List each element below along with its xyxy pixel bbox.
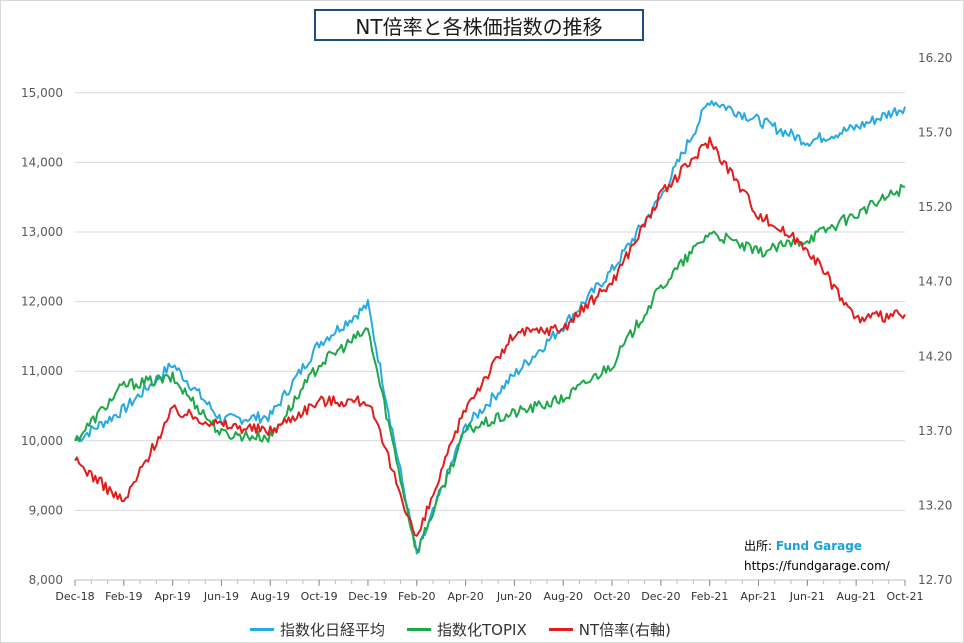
x-tick-label: Dec-20 [641,590,680,603]
y2-tick-label: 13.20 [918,498,952,512]
legend-swatch-nt [548,628,573,631]
x-tick-label: Oct-20 [594,590,631,603]
series-lines [74,100,906,555]
left-axis-ticks: 8,000 9,000 10,000 11,000 12,000 13,000 14,000… [21,86,63,587]
source-url: https://fundgarage.com/ [744,559,890,573]
y2-tick-label: 14.20 [918,349,952,363]
right-axis-ticks: 12.70 13.20 13.70 14.20 14.70 15.20 15.70 16.20 [918,51,952,587]
source-label: 出所: [744,539,776,553]
y2-tick-label: 13.70 [918,424,952,438]
legend-item-nt: NT倍率(右軸) [548,619,671,640]
y-tick-label: 9,000 [29,503,63,517]
x-tick-label: Apr-20 [447,590,483,603]
y-tick-label: 10,000 [21,434,63,448]
y-tick-label: 14,000 [21,155,63,169]
gridlines [75,92,905,581]
y-tick-label: 12,000 [21,295,63,309]
legend-swatch-nikkei [250,628,274,631]
x-tick-label: Jun-21 [789,590,825,603]
y2-tick-label: 16.20 [918,51,952,65]
nikkei-line [74,100,906,555]
y-tick-label: 8,000 [29,573,63,587]
x-tick-label: Apr-19 [154,590,190,603]
legend-label-topix: 指数化TOPIX [437,621,527,639]
source-brand: Fund Garage [775,539,863,553]
legend-item-nikkei: 指数化日経平均 [250,619,385,640]
y2-tick-label: 15.20 [918,200,952,214]
y-tick-label: 15,000 [21,86,63,100]
nt-ratio-line [74,136,906,537]
legend: 指数化日経平均 指数化TOPIX NT倍率(右軸) [250,619,671,640]
legend-swatch-topix [407,628,432,631]
x-tick-label: Aug-20 [544,590,583,603]
y2-tick-label: 14.70 [918,275,952,289]
x-tick-label: Aug-19 [251,590,290,603]
x-tick-label: Jun-20 [496,590,532,603]
y2-tick-label: 12.70 [918,573,952,587]
x-tick-label: Apr-21 [740,590,776,603]
y-tick-label: 11,000 [21,364,63,378]
topix-line [74,183,906,554]
y-tick-label: 13,000 [21,225,63,239]
x-axis-ticks: Dec-18 Feb-19 Apr-19 Jun-19 Aug-19 Oct-19 Dec-… [55,579,924,603]
legend-label-nt: NT倍率(右軸) [578,621,671,639]
x-tick-label: Feb-20 [398,590,435,603]
x-tick-label: Feb-21 [691,590,728,603]
x-tick-label: Oct-19 [301,590,338,603]
source-note: 出所: Fund Garage https://fundgarage.com/ [744,536,890,576]
x-tick-label: Aug-21 [836,590,875,603]
x-tick-label: Dec-19 [348,590,387,603]
x-tick-label: Dec-18 [55,590,94,603]
x-tick-label: Jun-19 [203,590,239,603]
x-tick-label: Oct-21 [887,590,924,603]
legend-label-nikkei: 指数化日経平均 [280,621,386,639]
x-tick-label: Feb-19 [105,590,142,603]
legend-item-topix: 指数化TOPIX [407,619,527,640]
chart-title: NT倍率と各株価指数の推移 [314,9,644,41]
y2-tick-label: 15.70 [918,126,952,140]
